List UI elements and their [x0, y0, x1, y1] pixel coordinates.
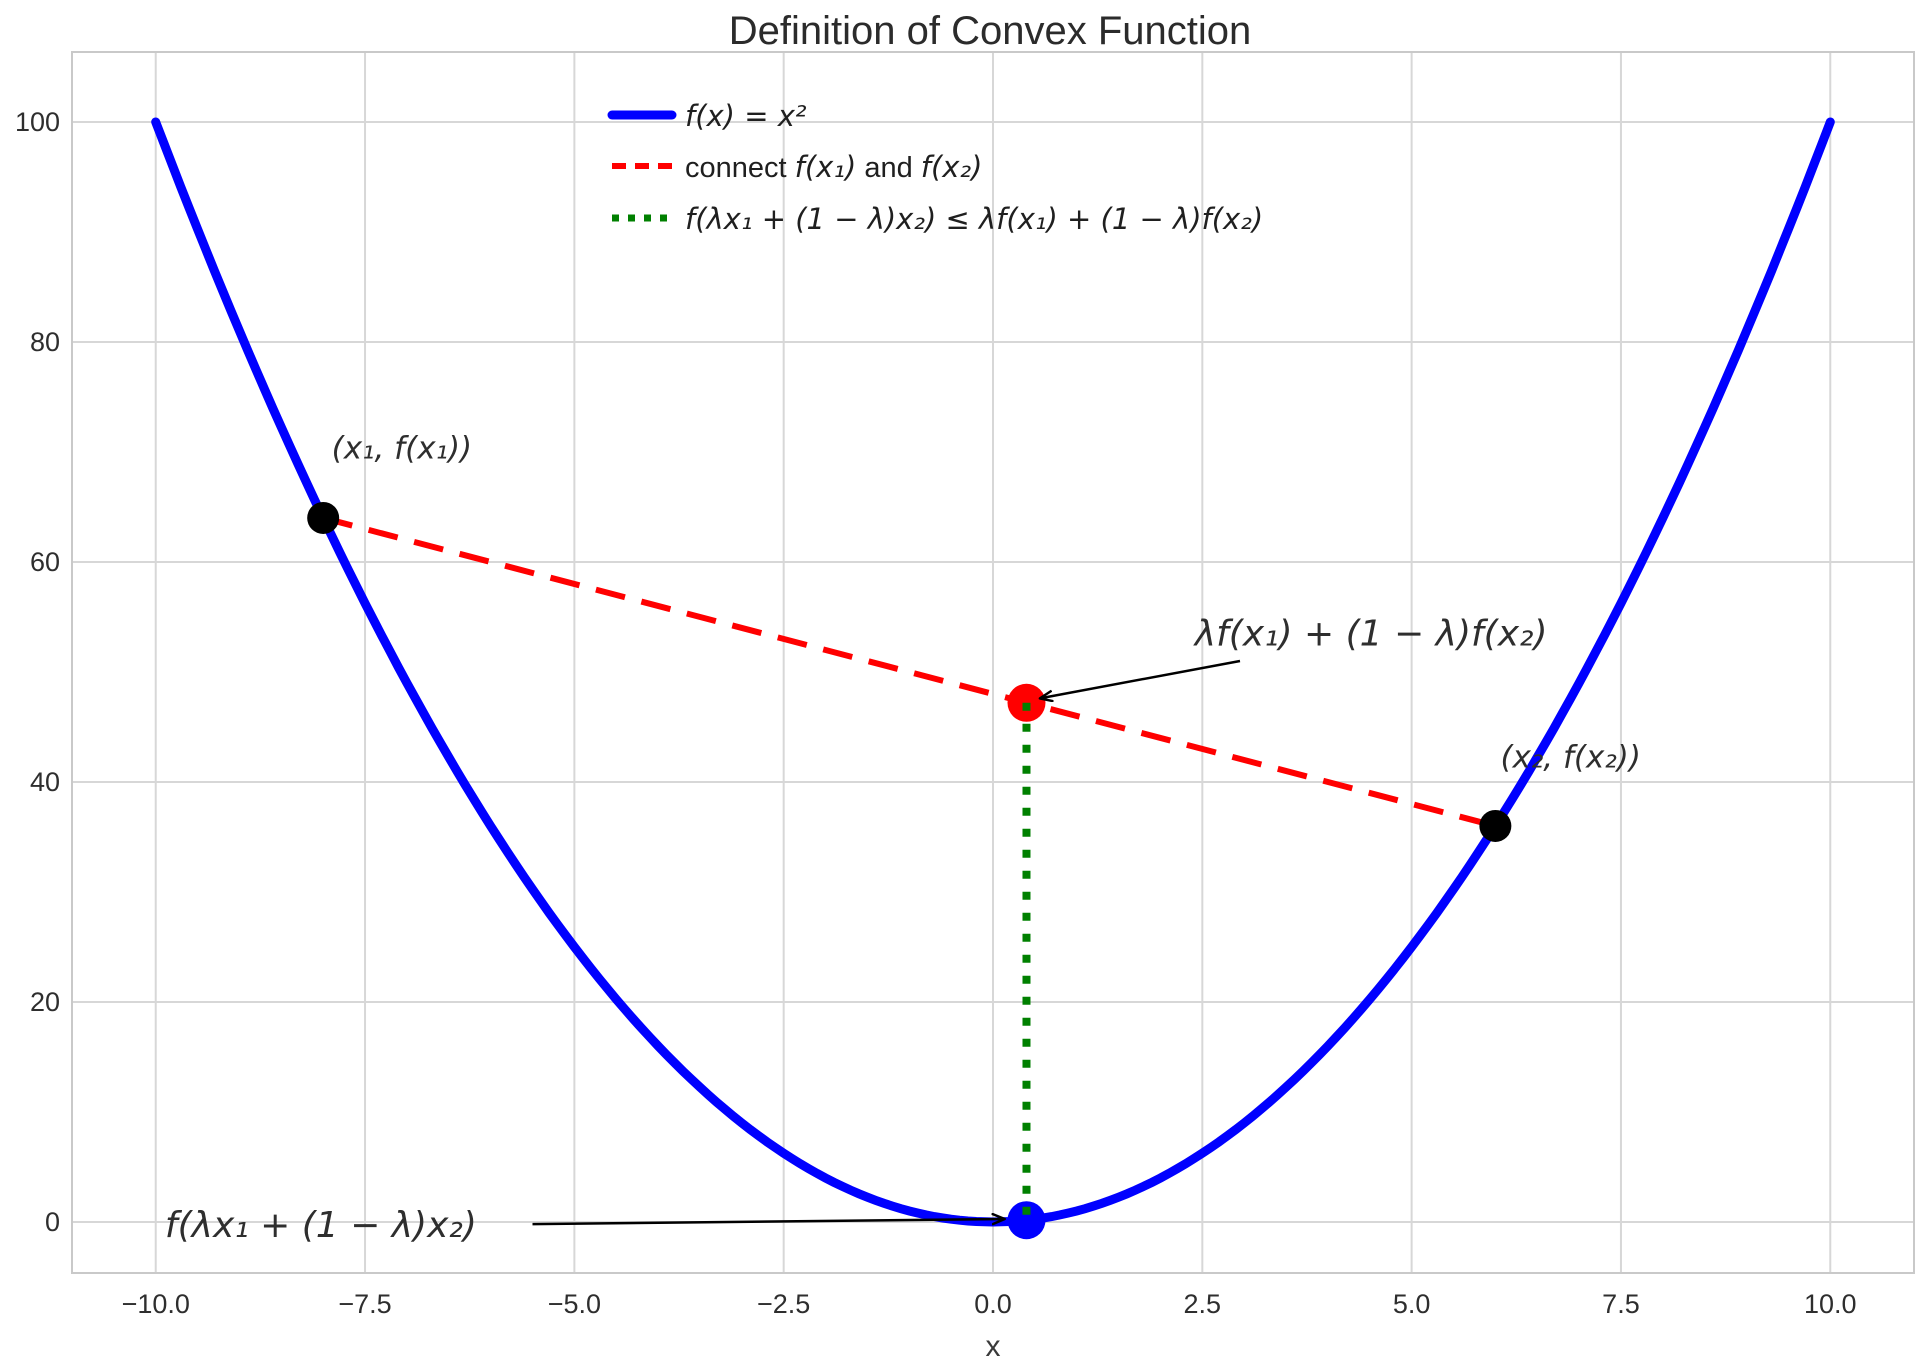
x-tick-label: 2.5 — [1184, 1289, 1222, 1319]
y-tick-label: 80 — [30, 327, 60, 357]
legend-label-chord: connect f(x₁) and f(x₂) — [685, 150, 982, 184]
x2-point-label: (x₂, f(x₂)) — [1500, 740, 1641, 776]
chord-mix-arrow — [1040, 659, 1241, 698]
x-tick-label: 10.0 — [1804, 1289, 1857, 1319]
axis-tick-labels: −10.0 −7.5 −5.0 −2.5 0.0 2.5 5.0 7.5 10.0 0 20 40 60… — [15, 107, 1857, 1319]
function-mix-label: f(λx₁ + (1 − λ)x₂) — [165, 1205, 477, 1246]
legend: f(x) = x² connect f(x₁) and f(x₂) f(λx₁ … — [607, 99, 1263, 236]
y-tick-label: 100 — [15, 107, 60, 137]
x-tick-label: −10.0 — [122, 1289, 190, 1319]
function-mix-point — [1007, 1201, 1046, 1240]
x1-point — [307, 501, 340, 534]
plot-border — [71, 51, 1915, 1274]
y-tick-label: 20 — [30, 987, 60, 1017]
y-tick-label: 60 — [30, 547, 60, 577]
x-tick-label: 7.5 — [1602, 1289, 1640, 1319]
y-tick-label: 40 — [30, 767, 60, 797]
legend-label-dotted: f(λx₁ + (1 − λ)x₂) ≤ λf(x₁) + (1 − λ)f(x… — [685, 202, 1263, 236]
function-mix-arrow — [532, 1219, 1005, 1226]
x-tick-label: −2.5 — [757, 1289, 810, 1319]
x-tick-label: −7.5 — [338, 1289, 391, 1319]
x-tick-label: −5.0 — [548, 1289, 601, 1319]
x-tick-label: 0.0 — [974, 1289, 1012, 1319]
x-axis-label: x — [986, 1330, 1001, 1363]
y-tick-label: 0 — [45, 1207, 60, 1237]
x1-point-label: (x₁, f(x₁)) — [332, 431, 473, 467]
x-tick-label: 5.0 — [1393, 1289, 1431, 1319]
chord-line — [322, 515, 1497, 829]
chart-title: Definition of Convex Function — [729, 9, 1252, 53]
chord-mix-label: λf(x₁) + (1 − λ)f(x₂) — [1193, 614, 1548, 655]
x2-point — [1479, 809, 1512, 842]
legend-label-curve: f(x) = x² — [685, 99, 807, 133]
